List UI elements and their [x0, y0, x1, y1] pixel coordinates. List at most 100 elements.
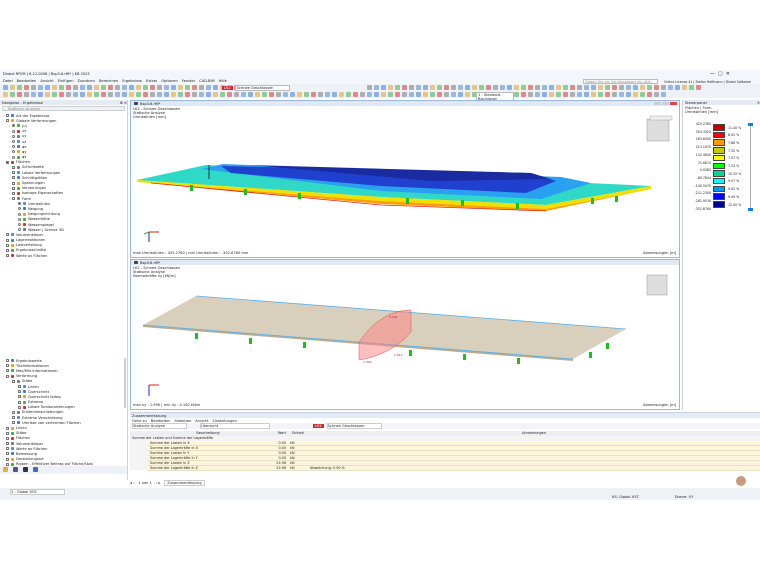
toolbar-button-icon[interactable]: [178, 92, 183, 97]
pager-next[interactable]: › ▸: [155, 481, 161, 485]
tree-item[interactable]: Linien: [0, 384, 124, 389]
toolbar-button-icon[interactable]: [52, 85, 57, 90]
tree-item[interactable]: › Werte an Flächen: [3, 253, 48, 258]
tree-item[interactable]: › φy: [9, 149, 27, 154]
toolbar-button-icon[interactable]: [402, 85, 407, 90]
tree-item[interactable]: ›Lagerreaktionen: [3, 238, 46, 243]
toolbar-button-icon[interactable]: [157, 85, 162, 90]
tree-item[interactable]: › Umrisse von verformten Flächen: [9, 420, 81, 425]
tree-item[interactable]: › Ergebniswerte: [3, 358, 42, 363]
toolbar-button-icon[interactable]: [290, 92, 295, 97]
toolbar-button-icon[interactable]: [3, 85, 8, 90]
radio-button[interactable]: [12, 134, 15, 138]
toolbar-button-icon[interactable]: [437, 92, 442, 97]
toolbar-button-icon[interactable]: [157, 92, 162, 97]
tree-item[interactable]: › Schichtseite: [9, 165, 44, 170]
toolbar-button-icon[interactable]: [122, 92, 127, 97]
checkbox[interactable]: [6, 431, 9, 435]
checkbox[interactable]: [12, 421, 15, 425]
menu-item[interactable]: Fenster: [181, 79, 196, 83]
checkbox[interactable]: [6, 426, 9, 430]
view-window-1[interactable]: Bsp3.6.rf6* LK2 - Schnee Geschlossen Stat…: [130, 100, 680, 258]
radio-button[interactable]: [12, 145, 15, 149]
toolbar-button-icon[interactable]: [262, 92, 267, 97]
tree-item[interactable]: › Knotenverschiebungen: [9, 410, 64, 415]
toolbar-button-icon[interactable]: [535, 85, 540, 90]
toolbar-button-icon[interactable]: [24, 85, 29, 90]
checkbox[interactable]: [18, 400, 21, 404]
tree-item[interactable]: › Isotrope Eigenschaften: [9, 191, 64, 196]
toolbar-button-icon[interactable]: [164, 92, 169, 97]
checkbox[interactable]: [18, 390, 21, 394]
toolbar-button-icon[interactable]: [584, 85, 589, 90]
slider-handle-top[interactable]: [748, 123, 753, 126]
toolbar-button-icon[interactable]: [598, 85, 603, 90]
tree-item[interactable]: › ux: [9, 129, 27, 134]
toolbar-button-icon[interactable]: [444, 85, 449, 90]
radio-button[interactable]: [18, 207, 21, 211]
toolbar-button-icon[interactable]: [269, 92, 274, 97]
checkbox[interactable]: [12, 171, 15, 175]
tree-item[interactable]: › Art der Ergebnisse: [3, 113, 50, 118]
toolbar-button-icon[interactable]: [171, 92, 176, 97]
toolbar-button-icon[interactable]: [577, 92, 582, 97]
toolbar-button-icon[interactable]: [465, 92, 470, 97]
menu-item[interactable]: Bearbeiten: [16, 79, 37, 83]
tree-item[interactable]: › Max/Min-Informationen: [3, 368, 58, 373]
toolbar-button-icon[interactable]: [31, 92, 36, 97]
tree-item[interactable]: › Volumenkörper: [3, 441, 44, 446]
checkbox[interactable]: [12, 410, 15, 414]
menu-item[interactable]: Optionen: [161, 79, 178, 83]
load-case-selector[interactable]: LK2 Schnee Geschlossen: [222, 85, 290, 91]
radio-button[interactable]: [18, 217, 21, 221]
toolbar-button-icon[interactable]: [227, 92, 232, 97]
toolbar-button-icon[interactable]: [122, 85, 127, 90]
checkbox[interactable]: [6, 442, 9, 446]
toolbar-button-icon[interactable]: [325, 92, 330, 97]
analysis-combo[interactable]: Statische Analyse: [132, 423, 187, 429]
tree-item[interactable]: › Verformung: [3, 374, 38, 379]
checkbox[interactable]: [12, 197, 15, 201]
toolbar-button-icon[interactable]: [521, 92, 526, 97]
toolbar-button-icon[interactable]: [374, 85, 379, 90]
toolbar-button-icon[interactable]: [409, 92, 414, 97]
toolbar-button-icon[interactable]: [143, 85, 148, 90]
toolbar-button-icon[interactable]: [297, 92, 302, 97]
toolbar-button-icon[interactable]: [654, 85, 659, 90]
toolbar-button-icon[interactable]: [675, 85, 680, 90]
toolbar-button-icon[interactable]: [633, 92, 638, 97]
checkbox[interactable]: [12, 186, 15, 190]
checkbox[interactable]: [18, 395, 21, 399]
menu-item[interactable]: Einfügen: [57, 79, 74, 83]
toolbar-button-icon[interactable]: [10, 85, 15, 90]
toolbar-button-icon[interactable]: [612, 85, 617, 90]
checkbox[interactable]: [6, 243, 9, 247]
toolbar-button-icon[interactable]: [17, 85, 22, 90]
toolbar-button-icon[interactable]: [514, 92, 519, 97]
toolbar-button-icon[interactable]: [682, 85, 687, 90]
tree-item[interactable]: › Globale Verformungen: [3, 118, 57, 123]
checkbox[interactable]: [6, 160, 9, 164]
toolbar-button-icon[interactable]: [654, 92, 659, 97]
tree-item[interactable]: › Lokale Verformungen: [9, 170, 61, 175]
radio-button[interactable]: [12, 124, 15, 128]
toolbar-button-icon[interactable]: [38, 85, 43, 90]
tree-item[interactable]: › Ergebnisschnitte: [3, 248, 47, 253]
toolbar-button-icon[interactable]: [339, 92, 344, 97]
toolbar-button-icon[interactable]: [598, 92, 603, 97]
checkbox[interactable]: [6, 364, 9, 368]
toolbar-button-icon[interactable]: [507, 85, 512, 90]
checkbox[interactable]: [12, 191, 15, 195]
checkbox[interactable]: [6, 233, 9, 237]
toolbar-button-icon[interactable]: [332, 92, 337, 97]
tree-item[interactable]: › Extreme Verschiebung: [9, 415, 63, 420]
tree-item[interactable]: Lokale Torsionsdrehungen: [0, 405, 124, 410]
search-input[interactable]: Geben Sie ein Schlüsselwort ein (Alt...: [583, 79, 658, 84]
tree-item[interactable]: › Werte an Flächen: [3, 446, 48, 451]
radio-button[interactable]: [12, 129, 15, 133]
checkbox[interactable]: [6, 447, 9, 451]
checkbox[interactable]: [12, 181, 15, 185]
toolbar-button-icon[interactable]: [73, 85, 78, 90]
table-row[interactable]: Summe der Lasten in X 0.00 kN: [130, 440, 760, 446]
tree-item[interactable]: › Form: [9, 196, 32, 201]
